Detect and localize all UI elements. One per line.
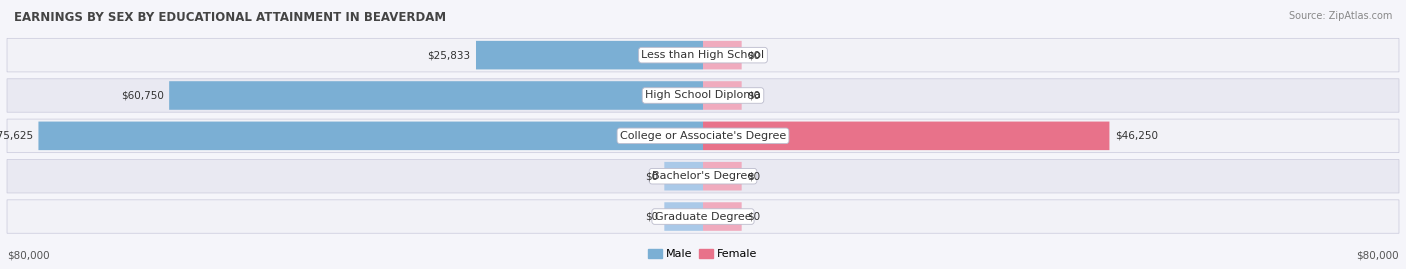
Text: High School Diploma: High School Diploma xyxy=(645,90,761,101)
FancyBboxPatch shape xyxy=(7,38,1399,72)
Text: $46,250: $46,250 xyxy=(1115,131,1159,141)
FancyBboxPatch shape xyxy=(7,119,1399,153)
FancyBboxPatch shape xyxy=(7,200,1399,233)
Text: Less than High School: Less than High School xyxy=(641,50,765,60)
FancyBboxPatch shape xyxy=(7,160,1399,193)
Text: $0: $0 xyxy=(748,171,761,181)
Text: $0: $0 xyxy=(748,50,761,60)
Legend: Male, Female: Male, Female xyxy=(644,244,762,263)
FancyBboxPatch shape xyxy=(664,202,703,231)
Text: $80,000: $80,000 xyxy=(7,250,49,261)
Text: Bachelor's Degree: Bachelor's Degree xyxy=(652,171,754,181)
Text: Graduate Degree: Graduate Degree xyxy=(655,211,751,222)
FancyBboxPatch shape xyxy=(703,81,742,110)
FancyBboxPatch shape xyxy=(169,81,703,110)
Text: $0: $0 xyxy=(645,211,658,222)
Text: College or Associate's Degree: College or Associate's Degree xyxy=(620,131,786,141)
Text: $0: $0 xyxy=(748,90,761,101)
Text: $0: $0 xyxy=(645,171,658,181)
Text: $80,000: $80,000 xyxy=(1357,250,1399,261)
Text: EARNINGS BY SEX BY EDUCATIONAL ATTAINMENT IN BEAVERDAM: EARNINGS BY SEX BY EDUCATIONAL ATTAINMEN… xyxy=(14,11,446,24)
Text: $0: $0 xyxy=(748,211,761,222)
Text: $25,833: $25,833 xyxy=(427,50,471,60)
FancyBboxPatch shape xyxy=(7,79,1399,112)
FancyBboxPatch shape xyxy=(703,202,742,231)
FancyBboxPatch shape xyxy=(38,122,703,150)
FancyBboxPatch shape xyxy=(703,162,742,190)
FancyBboxPatch shape xyxy=(664,162,703,190)
Text: $60,750: $60,750 xyxy=(121,90,163,101)
FancyBboxPatch shape xyxy=(703,122,1109,150)
FancyBboxPatch shape xyxy=(703,41,742,69)
Text: $75,625: $75,625 xyxy=(0,131,32,141)
FancyBboxPatch shape xyxy=(477,41,703,69)
Text: Source: ZipAtlas.com: Source: ZipAtlas.com xyxy=(1288,11,1392,21)
